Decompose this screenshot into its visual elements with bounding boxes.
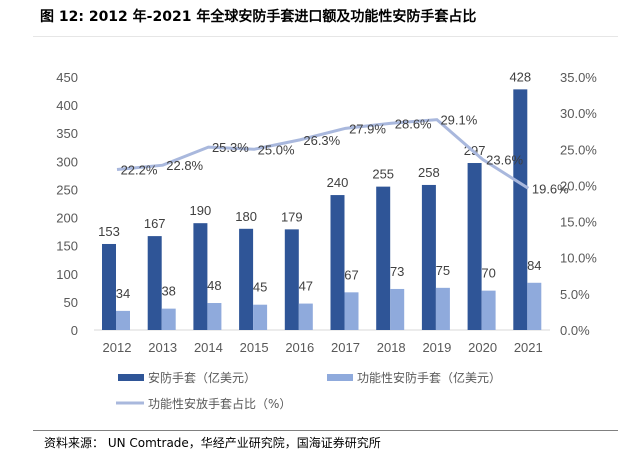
bar-functional bbox=[527, 282, 542, 330]
bar-import bbox=[376, 186, 391, 330]
bar-functional bbox=[253, 304, 268, 330]
right-axis-tick: 35.0% bbox=[560, 70, 597, 85]
x-axis-tick: 2016 bbox=[285, 340, 314, 355]
data-label-import: 179 bbox=[281, 209, 303, 224]
data-label-functional: 48 bbox=[207, 278, 221, 293]
data-label-import: 190 bbox=[190, 203, 212, 218]
data-label-import: 153 bbox=[98, 224, 120, 239]
bar-import bbox=[467, 163, 482, 330]
legend-swatch-functional bbox=[327, 374, 353, 381]
data-label-import: 167 bbox=[144, 216, 166, 231]
legend-label-functional: 功能性安防手套（亿美元） bbox=[357, 370, 501, 385]
x-axis-tick: 2013 bbox=[148, 340, 177, 355]
chart: 0 50 100 150 200 250 300 350 400 450 0.0% 5.0% 10.0%… bbox=[56, 69, 597, 411]
data-label-share: 22.2% bbox=[121, 163, 158, 178]
data-label-share: 28.6% bbox=[395, 116, 432, 131]
legend-label-import: 安防手套（亿美元） bbox=[148, 370, 256, 385]
left-axis-tick: 150 bbox=[56, 239, 78, 254]
legend-swatch-import bbox=[118, 374, 144, 381]
data-label-share: 25.0% bbox=[258, 142, 295, 157]
data-label-import: 255 bbox=[372, 167, 394, 182]
bar-import bbox=[330, 195, 345, 330]
bar-import bbox=[102, 243, 116, 330]
data-label-share: 27.9% bbox=[349, 121, 386, 136]
right-axis-tick: 30.0% bbox=[560, 106, 597, 121]
bar-import bbox=[193, 223, 208, 330]
data-label-functional: 45 bbox=[253, 280, 267, 295]
left-axis-tick: 300 bbox=[56, 154, 78, 169]
data-label-share: 19.6% bbox=[532, 181, 569, 196]
bar-import bbox=[513, 89, 528, 330]
right-axis-tick: 20.0% bbox=[560, 178, 597, 193]
left-axis-tick: 450 bbox=[56, 70, 78, 85]
data-label-import: 258 bbox=[418, 165, 440, 180]
data-label-functional: 75 bbox=[436, 263, 450, 278]
left-axis-tick: 350 bbox=[56, 126, 78, 141]
bar-functional bbox=[298, 303, 313, 330]
left-axis-tick: 50 bbox=[64, 295, 78, 310]
x-axis-tick: 2012 bbox=[103, 340, 132, 355]
bar-functional bbox=[207, 303, 222, 330]
right-axis-tick: 15.0% bbox=[560, 215, 597, 230]
data-label-import: 180 bbox=[235, 209, 257, 224]
x-axis-tick: 2015 bbox=[240, 340, 269, 355]
x-axis-tick: 2017 bbox=[331, 340, 360, 355]
title-divider bbox=[33, 36, 618, 37]
right-axis-tick: 25.0% bbox=[560, 142, 597, 157]
x-axis-tick: 2020 bbox=[468, 340, 497, 355]
left-axis-tick: 400 bbox=[56, 98, 78, 113]
bar-import bbox=[284, 229, 299, 330]
data-label-functional: 84 bbox=[527, 258, 541, 273]
x-axis-tick: 2019 bbox=[422, 340, 451, 355]
data-label-share: 23.6% bbox=[486, 152, 523, 167]
source-note: 资料来源： UN Comtrade，华经产业研究院，国海证券研究所 bbox=[44, 436, 381, 450]
bar-functional bbox=[390, 288, 405, 330]
figure-title: 图 12: 2012 年-2021 年全球安防手套进口额及功能性安防手套占比 bbox=[40, 9, 477, 25]
x-axis-tick: 2021 bbox=[514, 340, 543, 355]
line-share bbox=[116, 118, 530, 190]
data-label-share: 29.1% bbox=[440, 113, 477, 128]
data-label-functional: 73 bbox=[390, 264, 404, 279]
right-axis-tick: 0.0% bbox=[560, 323, 590, 338]
x-axis-tick: 2018 bbox=[377, 340, 406, 355]
data-label-functional: 38 bbox=[161, 284, 175, 299]
data-label-functional: 70 bbox=[481, 266, 495, 281]
data-label-functional: 34 bbox=[116, 286, 130, 301]
data-label-share: 22.8% bbox=[166, 158, 203, 173]
data-label-share: 26.3% bbox=[303, 133, 340, 148]
legend-label-share: 功能性安放手套占比（%） bbox=[148, 396, 291, 411]
left-axis-tick: 200 bbox=[56, 211, 78, 226]
left-axis-tick: 100 bbox=[56, 267, 78, 282]
data-label-import: 428 bbox=[509, 69, 531, 84]
source-divider bbox=[33, 430, 618, 431]
bar-functional bbox=[435, 287, 450, 330]
bar-import bbox=[239, 228, 254, 330]
left-axis-tick: 0 bbox=[71, 323, 78, 338]
bar-functional bbox=[161, 308, 176, 330]
bar-functional bbox=[116, 310, 130, 330]
data-label-functional: 67 bbox=[344, 267, 358, 282]
right-axis-tick: 10.0% bbox=[560, 251, 597, 266]
bar-import bbox=[147, 236, 162, 330]
data-label-functional: 47 bbox=[299, 279, 313, 294]
data-label-import: 240 bbox=[327, 175, 349, 190]
bar-import bbox=[421, 184, 436, 330]
left-axis-tick: 250 bbox=[56, 182, 78, 197]
right-axis-tick: 5.0% bbox=[560, 287, 590, 302]
bar-functional bbox=[481, 290, 496, 330]
bar-functional bbox=[344, 292, 359, 330]
x-axis-tick: 2014 bbox=[194, 340, 223, 355]
data-label-share: 25.3% bbox=[212, 140, 249, 155]
